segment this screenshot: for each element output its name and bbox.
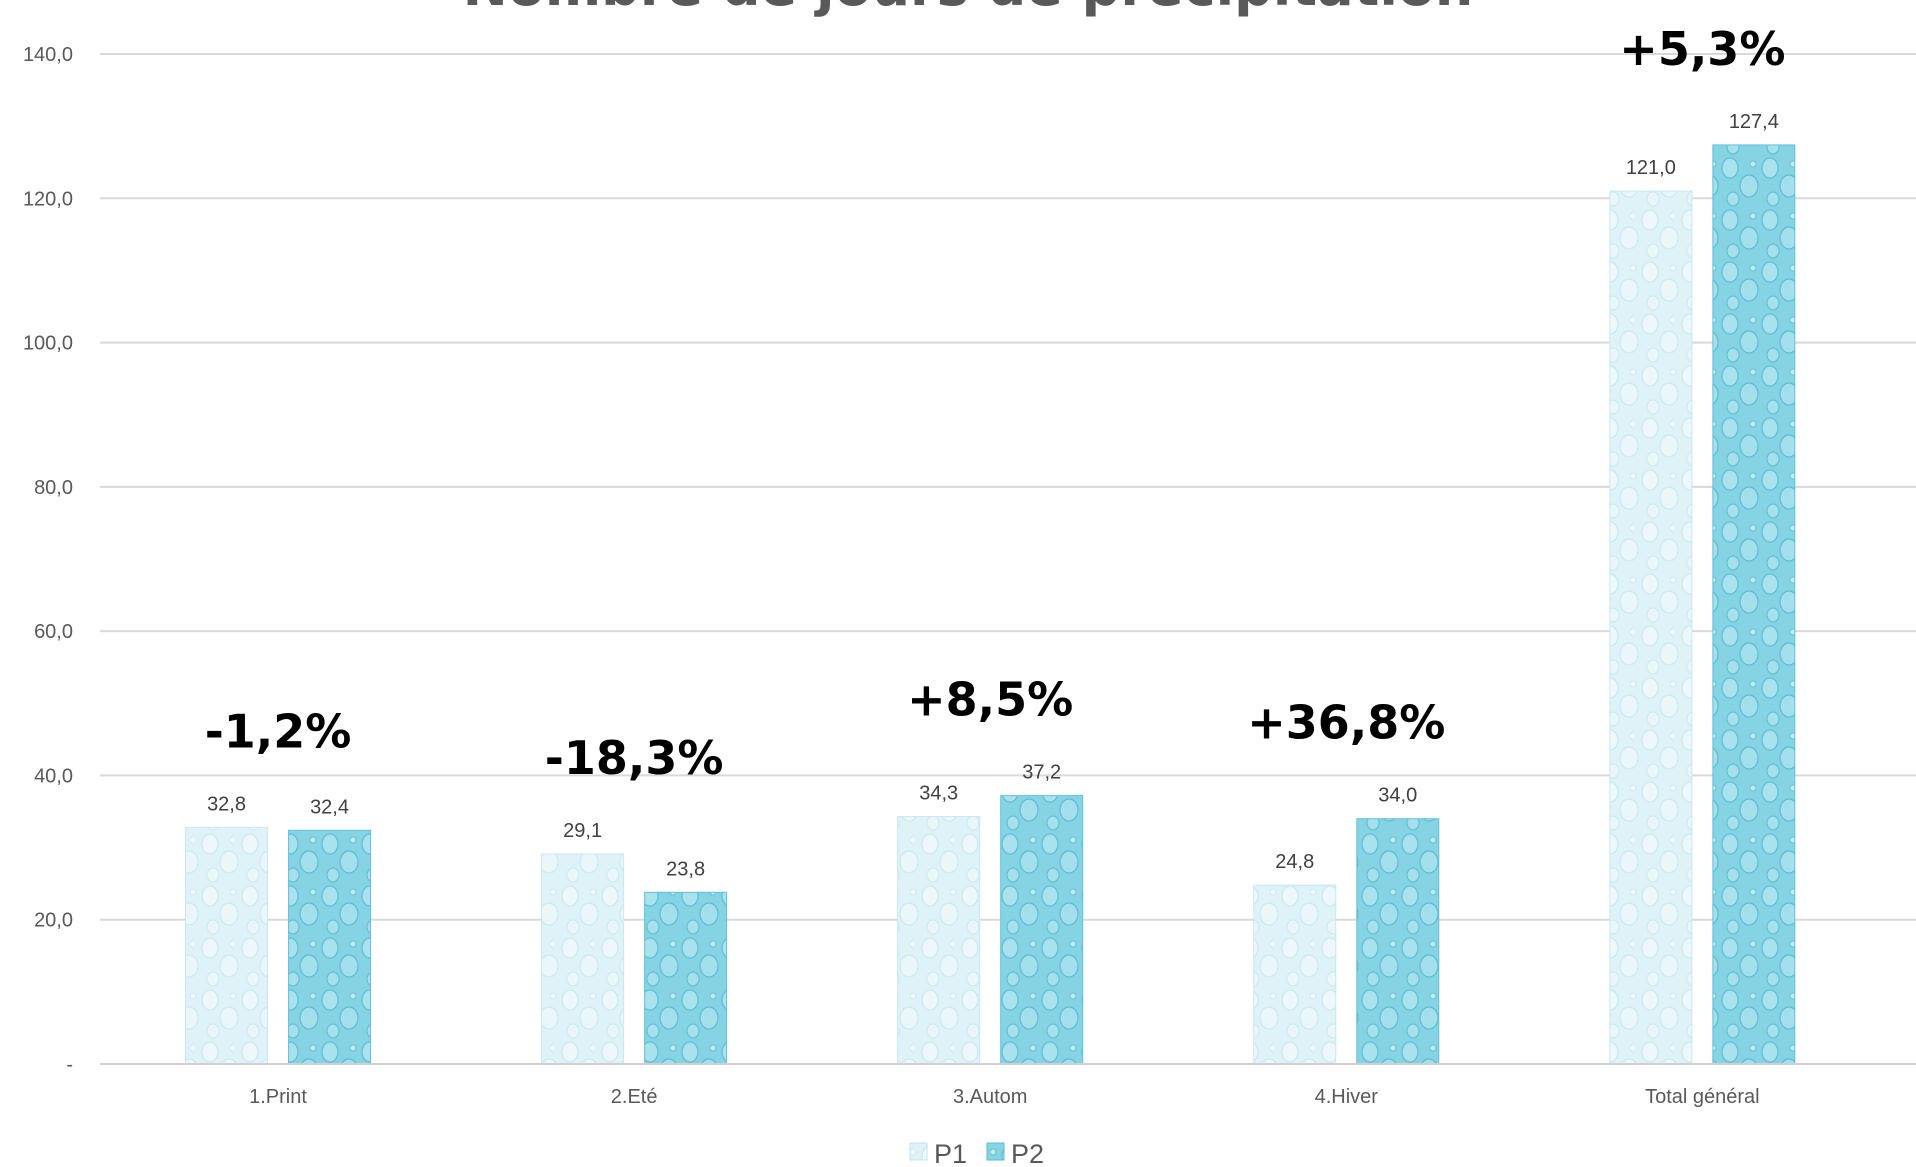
x-axis: 1.Print 2.Eté 3.Autom 4.Hiver Total général [100, 1063, 1916, 1108]
change-annotation: +36,8% [1247, 696, 1445, 750]
bar-p2 [288, 829, 372, 1065]
change-annotation: -1,2% [205, 704, 352, 758]
y-tick-label: 40,0 [34, 765, 73, 787]
legend-swatch-p2 [986, 1142, 1005, 1161]
change-annotations: -1,2% -18,3% +8,5% +36,8% +5,3% [205, 22, 1786, 785]
chart-title: Nombre de jours de précipitation [463, 0, 1474, 18]
x-tick-label: 3.Autom [953, 1086, 1027, 1108]
data-label: 29,1 [563, 820, 602, 842]
bar-p2 [644, 891, 728, 1065]
gridlines [100, 53, 1916, 1065]
data-label: 24,8 [1275, 851, 1314, 873]
bar-p1 [541, 853, 625, 1065]
y-tick-label: 60,0 [34, 621, 73, 643]
legend-label-p1: P1 [934, 1139, 967, 1167]
bar-p2 [1712, 144, 1796, 1065]
x-tick-label: 2.Eté [611, 1086, 658, 1108]
x-tick-label: 1.Print [249, 1086, 307, 1108]
bars [185, 144, 1796, 1065]
data-label: 34,0 [1378, 785, 1417, 807]
data-label: 121,0 [1626, 157, 1676, 179]
data-label: 32,8 [207, 793, 246, 815]
y-tick-label: 80,0 [34, 477, 73, 499]
data-label: 32,4 [310, 796, 349, 818]
bar-p1 [1253, 884, 1337, 1065]
data-label: 37,2 [1022, 762, 1061, 784]
data-label: 23,8 [666, 858, 705, 880]
bar-p1 [1609, 190, 1693, 1065]
y-tick-label: - [66, 1054, 73, 1076]
change-annotation: +8,5% [907, 673, 1073, 727]
y-tick-label: 100,0 [23, 333, 73, 355]
change-annotation: -18,3% [545, 731, 724, 785]
y-tick-label: 120,0 [23, 188, 73, 210]
bar-p1 [897, 816, 981, 1065]
legend: P1 P2 [909, 1139, 1044, 1167]
y-tick-label: 20,0 [34, 910, 73, 932]
y-axis: - 20,0 40,0 60,0 80,0 100,0 120,0 140,0 [23, 44, 73, 1076]
legend-swatch-p1 [909, 1142, 928, 1161]
legend-label-p2: P2 [1011, 1139, 1044, 1167]
y-tick-label: 140,0 [23, 44, 73, 66]
bar-p2 [1356, 818, 1440, 1065]
bar-p1 [185, 826, 269, 1065]
change-annotation: +5,3% [1619, 22, 1785, 76]
x-tick-label: Total général [1645, 1086, 1760, 1108]
data-labels: 32,8 32,4 29,1 23,8 34,3 37,2 24,8 34,0 121,0 127… [207, 111, 1779, 880]
data-label: 34,3 [919, 783, 958, 805]
data-label: 127,4 [1729, 111, 1779, 133]
bar-p2 [1000, 795, 1084, 1065]
x-tick-label: 4.Hiver [1315, 1086, 1379, 1108]
